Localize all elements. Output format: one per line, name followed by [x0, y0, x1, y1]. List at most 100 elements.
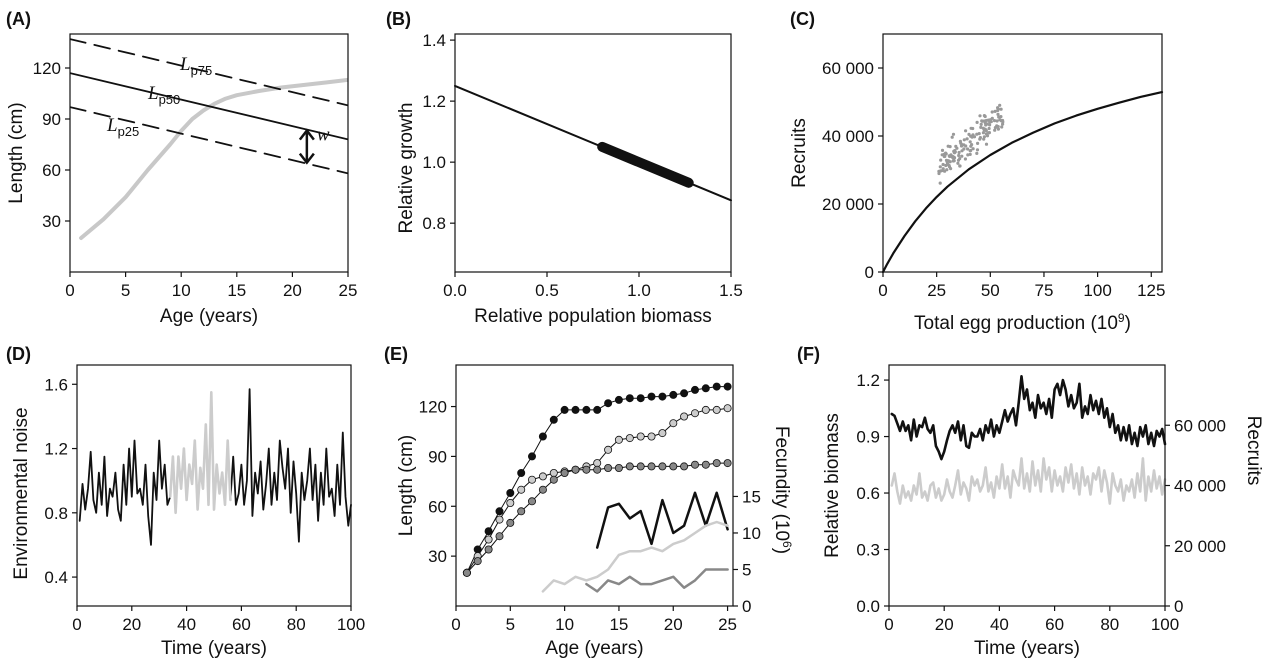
- x-tick-label: 15: [609, 615, 628, 634]
- y-tick-label: 120: [33, 59, 61, 78]
- fecundity-series: [595, 491, 729, 549]
- x-tick-label: 0: [451, 615, 460, 634]
- y-tick-label: 40 000: [822, 127, 874, 146]
- panel-label: (A): [6, 9, 31, 29]
- length-point: [495, 515, 504, 524]
- y-tick-label-right: 15: [742, 487, 761, 506]
- x-tick-label: 80: [1100, 615, 1119, 634]
- x-axis-label: Time (years): [161, 638, 267, 659]
- length-point: [658, 429, 667, 438]
- length-point: [538, 485, 547, 494]
- x-tick-label: 20: [283, 281, 302, 300]
- y-tick-label: 90: [42, 110, 61, 129]
- data-point: [983, 127, 987, 131]
- length-point: [712, 382, 721, 391]
- length-point: [582, 465, 591, 474]
- length-point: [691, 385, 700, 394]
- y-tick-label: 60 000: [822, 59, 874, 78]
- data-point: [948, 145, 952, 149]
- x-tick-label: 40: [177, 615, 196, 634]
- line-label-main: L: [179, 54, 191, 75]
- length-point: [701, 405, 710, 414]
- length-point: [473, 557, 482, 566]
- data-point: [988, 123, 992, 127]
- data-point: [951, 132, 956, 136]
- length-point: [495, 507, 504, 516]
- data-point: [975, 120, 979, 124]
- y-tick-label: 0.8: [422, 214, 446, 233]
- y-tick-label: 0.0: [856, 597, 880, 616]
- y-axis-label-right: Fecundity (106): [771, 426, 794, 554]
- length-point: [560, 468, 569, 477]
- data-point: [964, 129, 968, 133]
- fecundity-series: [585, 568, 729, 593]
- length-point: [593, 465, 602, 474]
- x-tick-label: 0.0: [443, 281, 467, 300]
- x-tick-label: 25: [927, 281, 946, 300]
- length-point: [495, 532, 504, 541]
- w-arrow-head-top: [298, 128, 315, 141]
- data-point: [996, 127, 1001, 131]
- data-point: [969, 144, 973, 148]
- panel-d: (D) 0 20 40 60 80 100 0.4 0.8 1.2 1.6 Time (years) E…: [6, 344, 365, 659]
- length-point: [604, 463, 613, 472]
- y-tick-label: 0.8: [44, 504, 68, 523]
- data-point: [969, 126, 973, 130]
- y-tick-label: 60: [428, 497, 447, 516]
- length-point: [528, 452, 537, 461]
- x-axis-label: Time (years): [974, 638, 1080, 659]
- y-axis-label-right-end: ): [771, 548, 792, 554]
- y-axis-label: Relative biomass: [822, 413, 843, 558]
- length-point: [636, 394, 645, 403]
- data-point: [958, 157, 962, 161]
- length-point: [549, 415, 558, 424]
- data-point: [976, 141, 980, 145]
- x-tick-label: 15: [227, 281, 246, 300]
- data-point: [987, 131, 992, 135]
- data-point: [941, 168, 945, 173]
- length-point: [647, 392, 656, 401]
- y-tick-label: 0: [865, 263, 874, 282]
- length-line-p75: [70, 38, 348, 107]
- length-point: [517, 507, 526, 516]
- length-point: [593, 459, 602, 468]
- panel-c: (C) 0 25 50 75 100 125 0 20 000 40 000 60 000 Total…: [789, 9, 1165, 334]
- data-point: [987, 126, 991, 131]
- length-point: [701, 384, 710, 393]
- data-point: [968, 140, 972, 144]
- length-point: [517, 485, 526, 494]
- data-point: [995, 119, 999, 123]
- panel-label: (B): [386, 9, 411, 29]
- plot-frame: [454, 33, 732, 273]
- length-point: [528, 475, 537, 484]
- data-point: [938, 165, 942, 169]
- plot-area: [70, 38, 348, 240]
- length-point: [614, 435, 623, 444]
- x-axis-label: Total egg production (109): [914, 311, 1131, 334]
- y-axis-label: Recruits: [789, 118, 810, 188]
- x-tick-label: 25: [718, 615, 737, 634]
- x-tick-label: 0: [884, 615, 893, 634]
- x-tick-label: 75: [1035, 281, 1054, 300]
- x-tick-label: 10: [172, 281, 191, 300]
- line-label-main: L: [106, 115, 118, 136]
- length-point: [484, 545, 493, 554]
- data-point: [963, 157, 968, 161]
- length-point: [506, 518, 515, 527]
- length-point: [517, 468, 526, 477]
- data-point: [999, 107, 1003, 111]
- panel-label: (C): [790, 9, 815, 29]
- data-point: [992, 119, 997, 123]
- y-tick-label-right: 10: [742, 524, 761, 543]
- x-tick-label: 0.5: [535, 281, 559, 300]
- panel-label: (D): [6, 344, 31, 364]
- panel-label: (F): [797, 344, 820, 364]
- x-tick-label: 20: [664, 615, 683, 634]
- data-point: [945, 168, 949, 172]
- length-point: [625, 434, 634, 443]
- y-tick-label: 0.9: [856, 428, 880, 447]
- data-point: [956, 161, 960, 165]
- data-point: [971, 133, 975, 137]
